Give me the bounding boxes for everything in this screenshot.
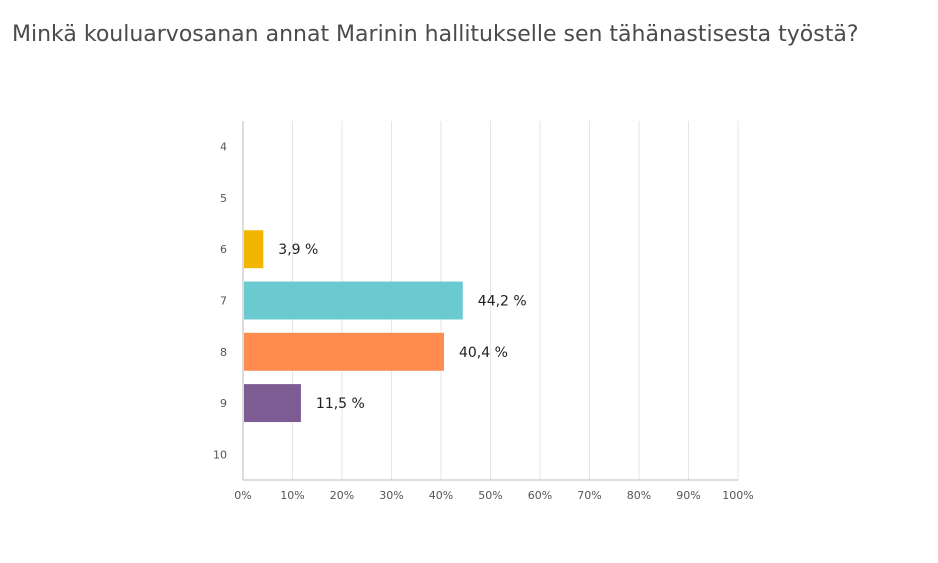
x-tick-label-10: 10% — [280, 489, 304, 502]
bars — [244, 230, 463, 423]
y-tick-label-9: 9 — [220, 397, 227, 410]
bar-9 — [244, 384, 301, 423]
y-tick-label-10: 10 — [213, 448, 227, 461]
x-tick-label-30: 30% — [379, 489, 403, 502]
y-tick-label-5: 5 — [220, 192, 227, 205]
x-tick-label-60: 60% — [528, 489, 552, 502]
x-tick-label-0: 0% — [234, 489, 251, 502]
x-tick-label-80: 80% — [627, 489, 651, 502]
bar-8 — [244, 332, 444, 371]
x-tick-label-50: 50% — [478, 489, 502, 502]
data-label-7: 44,2 % — [478, 294, 527, 310]
bar-7 — [244, 281, 463, 320]
y-tick-label-7: 7 — [220, 295, 227, 308]
data-label-8: 40,4 % — [459, 345, 508, 361]
y-axis-labels: 4 5 6 7 8 9 10 — [213, 141, 227, 462]
data-label-6: 3,9 % — [278, 242, 318, 258]
data-labels: 3,9 % 44,2 % 40,4 % 11,5 % — [278, 242, 526, 412]
data-label-9: 11,5 % — [316, 396, 365, 412]
bar-6 — [244, 230, 264, 269]
x-tick-label-20: 20% — [330, 489, 354, 502]
x-tick-label-100: 100% — [722, 489, 753, 502]
y-tick-label-8: 8 — [220, 346, 227, 359]
y-tick-label-6: 6 — [220, 243, 227, 256]
x-axis-labels: 0% 10% 20% 30% 40% 50% 60% 70% 80% 90% 100% — [234, 489, 753, 502]
x-tick-label-70: 70% — [577, 489, 601, 502]
x-tick-label-40: 40% — [429, 489, 453, 502]
y-tick-label-4: 4 — [220, 141, 227, 154]
x-tick-label-90: 90% — [676, 489, 700, 502]
page-title: Minkä kouluarvosanan annat Marinin halli… — [12, 22, 859, 47]
